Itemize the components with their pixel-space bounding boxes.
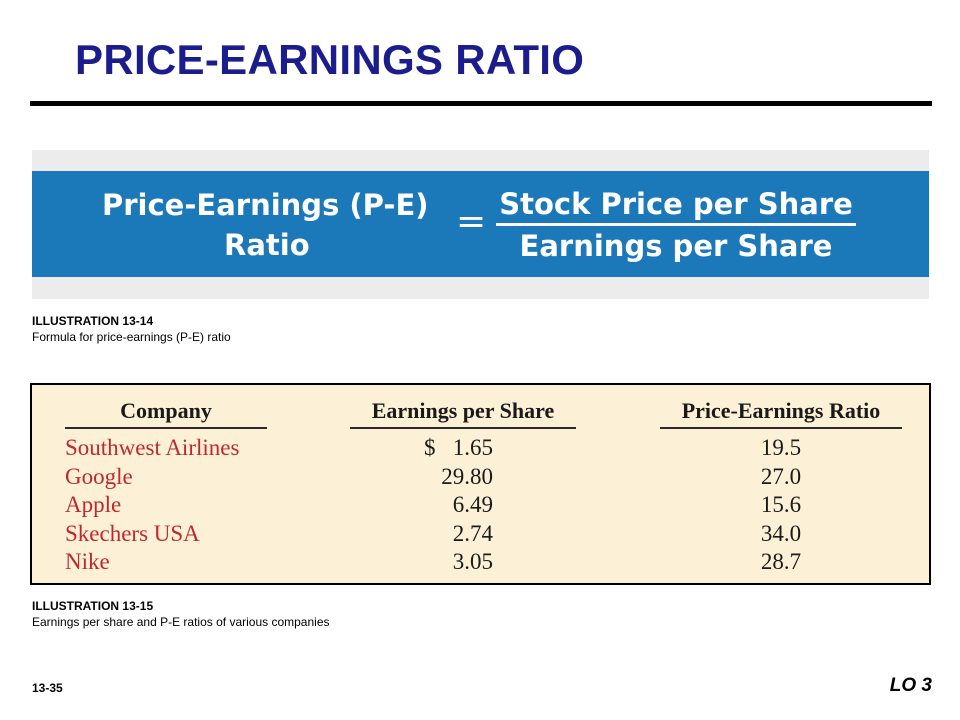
company-name: Google <box>65 463 133 489</box>
table-row: Skechers USA 2.74 34.0 <box>32 520 929 549</box>
fraction-bar <box>496 223 856 226</box>
formula-band: Price-Earnings (P-E) Ratio = Stock Price… <box>32 171 929 277</box>
eps-value: 2.74 <box>452 520 493 546</box>
header-underline <box>65 427 267 429</box>
company-name: Nike <box>65 549 110 574</box>
slide-title: PRICE-EARNINGS RATIO <box>75 36 585 83</box>
column-header-pe-ratio: Price-Earnings Ratio <box>681 398 881 423</box>
illustration-description: Earnings per share and P-E ratios of var… <box>32 615 330 629</box>
table-row: Apple 6.49 15.6 <box>32 491 929 520</box>
pe-value: 28.7 <box>760 549 802 574</box>
title-underline <box>30 101 932 106</box>
formula-numerator: Stock Price per Share <box>499 187 853 221</box>
formula-panel: Price-Earnings (P-E) Ratio = Stock Price… <box>32 150 929 299</box>
illustration-heading: ILLUSTRATION 13-15 <box>32 599 154 613</box>
table-row: Nike 3.05 28.7 <box>32 548 929 577</box>
header-underline <box>350 427 576 429</box>
eps-value: 6.49 <box>452 492 493 517</box>
company-name: Apple <box>65 492 122 517</box>
pe-value: 15.6 <box>760 492 802 517</box>
table-body: Southwest Airlines $ 1.65 19.5 Google 29… <box>32 434 929 577</box>
formula-denominator: Earnings per Share <box>519 229 833 263</box>
learning-objective-label: LO 3 <box>889 675 932 696</box>
formula-lhs-line2: Ratio <box>224 228 310 262</box>
formula-lhs: Price-Earnings (P-E) Ratio <box>102 185 429 265</box>
table-row: Southwest Airlines $ 1.65 19.5 <box>32 434 929 463</box>
illustration-heading: ILLUSTRATION 13-14 <box>32 314 154 328</box>
eps-value: 29.80 <box>441 463 493 489</box>
pe-value: 19.5 <box>760 435 802 460</box>
formula-fraction: Stock Price per Share Earnings per Share <box>494 185 858 266</box>
currency-symbol: $ <box>424 435 436 460</box>
illustration-caption-1: ILLUSTRATION 13-14 Formula for price-ear… <box>32 313 231 345</box>
company-name: Skechers USA <box>65 520 200 546</box>
illustration-description: Formula for price-earnings (P-E) ratio <box>32 330 231 344</box>
table-row: Google 29.80 27.0 <box>32 463 929 492</box>
page-number: 13-35 <box>32 681 63 695</box>
header-underline <box>660 427 902 429</box>
formula-lhs-line1: Price-Earnings (P-E) <box>102 188 429 222</box>
eps-value: 1.65 <box>452 435 493 460</box>
pe-ratio-table: Company Earnings per Share Price-Earning… <box>30 383 931 585</box>
illustration-caption-2: ILLUSTRATION 13-15 Earnings per share an… <box>32 598 330 630</box>
column-header-company: Company <box>120 398 212 423</box>
eps-value: 3.05 <box>452 549 493 574</box>
company-name: Southwest Airlines <box>65 435 240 460</box>
pe-value: 34.0 <box>760 520 802 546</box>
formula-equals-sign: = <box>456 201 487 242</box>
column-header-eps: Earnings per Share <box>371 398 555 423</box>
pe-value: 27.0 <box>760 463 802 489</box>
